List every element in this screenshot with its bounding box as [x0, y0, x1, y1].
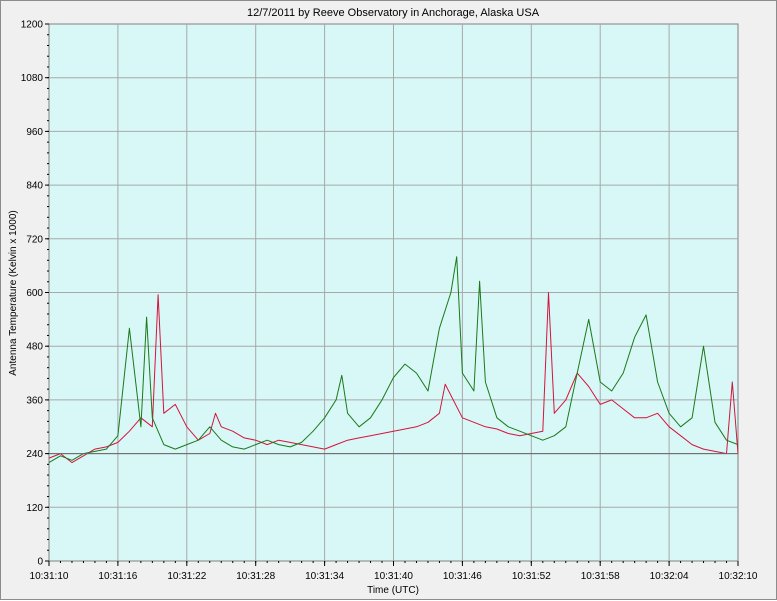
y-tick-label: 480: [26, 342, 43, 353]
y-tick-label: 1080: [21, 73, 44, 84]
y-tick-label: 960: [26, 127, 43, 138]
x-tick-label: 10:32:10: [719, 571, 758, 582]
y-tick-label: 720: [26, 234, 43, 245]
y-tick-label: 1200: [21, 20, 44, 31]
x-tick-label: 10:31:52: [512, 571, 551, 582]
chart-title: 12/7/2011 by Reeve Observatory in Anchor…: [247, 7, 540, 19]
x-axis-label: Time (UTC): [367, 585, 419, 596]
y-axis-label: Antenna Temperature (Kelvin x 1000): [8, 210, 19, 375]
x-tick-label: 10:32:04: [650, 571, 689, 582]
x-tick-label: 10:31:46: [443, 571, 482, 582]
series-line-1: [48, 292, 739, 464]
y-tick-label: 0: [37, 557, 43, 568]
x-tick-label: 10:31:10: [30, 571, 69, 582]
y-tick-label: 240: [26, 449, 43, 460]
x-tick-label: 10:31:16: [98, 571, 137, 582]
y-tick-label: 360: [26, 395, 43, 406]
x-tick-label: 10:31:28: [236, 571, 275, 582]
series-line-2: [48, 256, 739, 464]
x-tick-label: 10:31:58: [581, 571, 620, 582]
x-tick-label: 10:31:34: [305, 571, 344, 582]
y-tick-label: 840: [26, 181, 43, 192]
x-tick-label: 10:31:22: [167, 571, 206, 582]
y-tick-label: 600: [26, 288, 43, 299]
x-tick-label: 10:31:40: [374, 571, 413, 582]
y-tick-label: 120: [26, 503, 43, 514]
